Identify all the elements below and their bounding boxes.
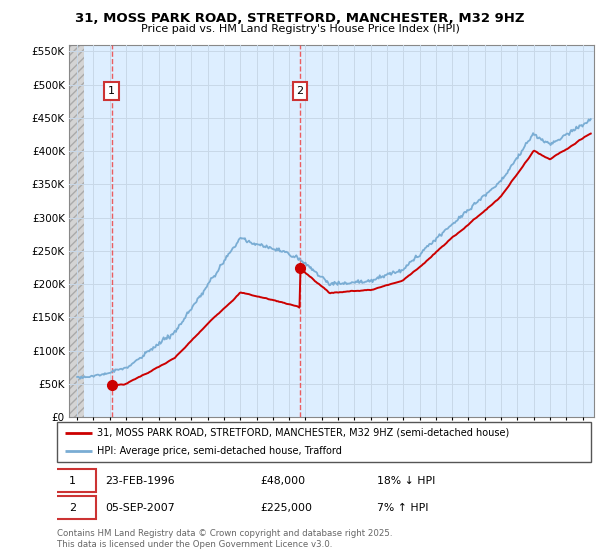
Text: 1: 1	[69, 475, 76, 486]
Text: 2: 2	[296, 86, 304, 96]
FancyBboxPatch shape	[49, 496, 96, 520]
FancyBboxPatch shape	[49, 469, 96, 492]
Text: Price paid vs. HM Land Registry's House Price Index (HPI): Price paid vs. HM Land Registry's House …	[140, 24, 460, 34]
Bar	[69, 45, 84, 417]
Text: 05-SEP-2007: 05-SEP-2007	[105, 503, 175, 513]
Text: 31, MOSS PARK ROAD, STRETFORD, MANCHESTER, M32 9HZ: 31, MOSS PARK ROAD, STRETFORD, MANCHESTE…	[75, 12, 525, 25]
Text: HPI: Average price, semi-detached house, Trafford: HPI: Average price, semi-detached house,…	[97, 446, 342, 456]
Text: 2: 2	[69, 503, 76, 513]
Text: 1: 1	[108, 86, 115, 96]
Bar	[69, 45, 84, 417]
Text: £48,000: £48,000	[260, 475, 305, 486]
Text: 31, MOSS PARK ROAD, STRETFORD, MANCHESTER, M32 9HZ (semi-detached house): 31, MOSS PARK ROAD, STRETFORD, MANCHESTE…	[97, 428, 509, 437]
Text: 23-FEB-1996: 23-FEB-1996	[105, 475, 175, 486]
Text: 7% ↑ HPI: 7% ↑ HPI	[377, 503, 429, 513]
Text: £225,000: £225,000	[260, 503, 312, 513]
Text: 18% ↓ HPI: 18% ↓ HPI	[377, 475, 436, 486]
FancyBboxPatch shape	[57, 422, 591, 462]
Text: Contains HM Land Registry data © Crown copyright and database right 2025.
This d: Contains HM Land Registry data © Crown c…	[57, 529, 392, 549]
